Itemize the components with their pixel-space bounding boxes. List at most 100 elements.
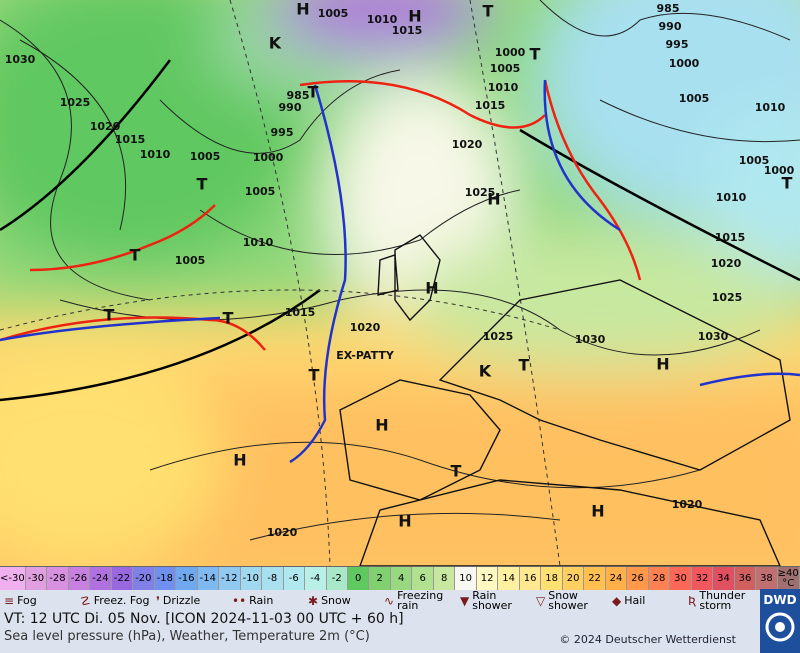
pressure-label: 985	[287, 89, 310, 102]
pressure-label: 1020	[672, 498, 703, 511]
weather-item: •• Rain	[228, 590, 304, 611]
pressure-label: 995	[271, 126, 294, 139]
scale-cell: -12	[219, 567, 241, 590]
pressure-label: 1005	[490, 62, 521, 75]
weather-item: Ʀ Thunder storm	[684, 590, 760, 611]
pressure-center: H	[656, 355, 669, 374]
pressure-label: 1000	[495, 46, 526, 59]
scale-cell: 24	[605, 567, 628, 590]
pressure-center: H	[425, 279, 438, 298]
pressure-center: H	[487, 190, 500, 209]
pressure-center: T	[309, 366, 320, 385]
weather-item: ☡ Freez. Fog	[76, 590, 152, 611]
scale-cell: 18	[541, 567, 563, 590]
copyright: © 2024 Deutscher Wetterdienst	[559, 633, 736, 646]
scale-cell: -6	[283, 567, 306, 590]
pressure-label: 1025	[60, 96, 91, 109]
weather-icon: ✱	[308, 593, 319, 608]
scale-cell: -24	[90, 567, 112, 590]
scale-cell: -8	[262, 567, 284, 590]
pressure-center: H	[233, 451, 246, 470]
scale-cell: 16	[519, 567, 542, 590]
pressure-center: T	[197, 175, 208, 194]
pressure-label: 1010	[488, 81, 519, 94]
pressure-label: 985	[657, 2, 680, 15]
description: Sea level pressure (hPa), Weather, Tempe…	[4, 629, 370, 644]
scale-cell: -18	[154, 567, 177, 590]
scale-cell: 32	[691, 567, 714, 590]
pressure-label: 1000	[669, 57, 700, 70]
pressure-label: 1000	[253, 151, 284, 164]
weather-icon: ≡	[4, 593, 15, 608]
weather-icon: ☡	[80, 593, 91, 608]
pressure-label: 1005	[175, 254, 206, 267]
scale-cell: 6	[412, 567, 434, 590]
weather-label: Thunder storm	[699, 588, 746, 612]
weather-icon: ∿	[384, 593, 395, 608]
weather-icon: ••	[232, 593, 247, 608]
weather-item: ≡ Fog	[0, 590, 76, 611]
pressure-center: T	[130, 246, 141, 265]
scale-cell: 28	[648, 567, 671, 590]
scale-cell: 12	[476, 567, 499, 590]
pressure-center: T	[104, 306, 115, 325]
weather-item: ▽ Snow shower	[532, 590, 608, 611]
pressure-center: K	[479, 362, 492, 381]
pressure-label: 1005	[739, 154, 770, 167]
scale-cell: ≥40 °C	[777, 567, 800, 590]
pressure-center: T	[782, 174, 793, 193]
pressure-center: H	[408, 7, 421, 26]
weather-label: Drizzle	[162, 593, 201, 607]
scale-cell: 10	[455, 567, 477, 590]
pressure-center: T	[519, 356, 530, 375]
pressure-label: 1010	[716, 191, 747, 204]
scale-cell: -16	[176, 567, 198, 590]
pressure-label: 1020	[711, 257, 742, 270]
pressure-label: 1010	[140, 148, 171, 161]
pressure-label: 1005	[245, 185, 276, 198]
scale-cell: -4	[305, 567, 327, 590]
weather-label: Rain	[249, 593, 274, 607]
pressure-label: 1005	[679, 92, 710, 105]
scale-cell: 0	[347, 567, 370, 590]
scale-cell: -22	[111, 567, 134, 590]
pressure-label: 1000	[764, 164, 795, 177]
pressure-center: H	[398, 512, 411, 531]
pressure-label: 1030	[698, 330, 729, 343]
pressure-label: 1030	[5, 53, 36, 66]
scale-cell: 30	[670, 567, 692, 590]
pressure-label: 1010	[367, 13, 398, 26]
pressure-center: T	[530, 45, 541, 64]
pressure-label: 1015	[475, 99, 506, 112]
temperature-scale: <-30 -30 -28 -26 -24 -22 -20 -18 -16 -14 -12 -10 -8-…	[0, 566, 800, 591]
weather-label: Rain shower	[472, 588, 512, 612]
weather-item: ✱ Snow	[304, 590, 380, 611]
weather-icon: ❜	[156, 593, 160, 608]
weather-label: Freez. Fog	[93, 593, 150, 607]
pressure-label: 1025	[465, 186, 496, 199]
pressure-label: 1005	[318, 7, 349, 20]
weather-legend: ≡ Fog ☡ Freez. Fog ❜ Drizzle •• Rain ✱ Snow ∿ Freez…	[0, 590, 760, 611]
pressure-label: 1025	[483, 330, 514, 343]
weather-item: ❜ Drizzle	[152, 590, 228, 611]
scale-cell: -14	[197, 567, 220, 590]
weather-icon: Ʀ	[688, 593, 697, 608]
pressure-center: K	[269, 34, 282, 53]
logo-icon	[765, 612, 795, 642]
logo: DWD	[760, 589, 800, 653]
pressure-center: H	[375, 416, 388, 435]
pressure-center: T	[483, 2, 494, 21]
footer: VT: 12 UTC Di. 05 Nov. [ICON 2024-11-03 …	[0, 611, 760, 653]
storm-name: EX-PATTY	[336, 349, 395, 362]
pressure-label: 1020	[452, 138, 483, 151]
weather-item: ▼ Rain shower	[456, 590, 532, 611]
weather-label: Fog	[17, 593, 37, 607]
scale-cell: -2	[326, 567, 348, 590]
weather-label: Hail	[624, 593, 646, 607]
scale-cell: 26	[627, 567, 649, 590]
pressure-center: H	[296, 0, 309, 19]
pressure-label: 1015	[392, 24, 423, 37]
scale-cell: 36	[734, 567, 757, 590]
pressure-label: 1010	[755, 101, 786, 114]
pressure-center: H	[591, 502, 604, 521]
